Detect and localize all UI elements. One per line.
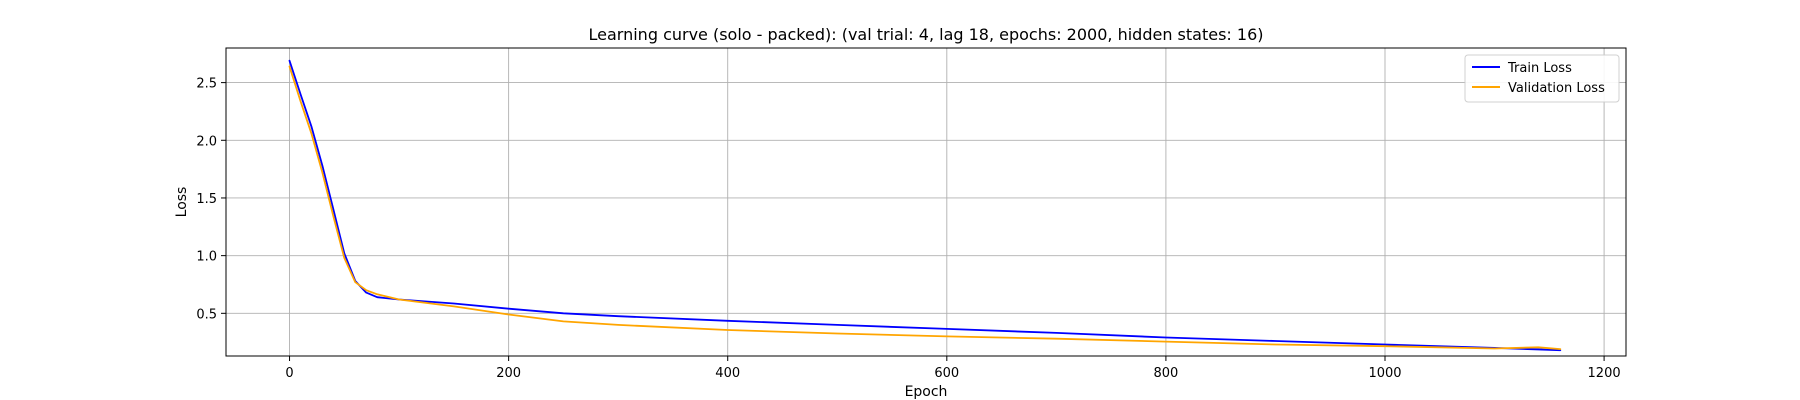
series-line-train-loss — [288, 59, 1562, 352]
chart-title: Learning curve (solo - packed): (val tri… — [589, 25, 1264, 44]
y-axis-label: Loss — [174, 187, 190, 218]
x-tick-label: 400 — [715, 366, 740, 381]
y-tick-label: 0.5 — [196, 307, 217, 322]
legend-box — [1464, 54, 1620, 103]
series-lines — [288, 59, 1562, 352]
y-tick-label: 1.5 — [196, 192, 217, 207]
x-tick-label: 1000 — [1368, 366, 1401, 381]
x-tick-label: 600 — [934, 366, 959, 381]
y-tick-label: 2.0 — [196, 134, 217, 149]
x-axis-label: Epoch — [905, 384, 948, 400]
grid-lines — [226, 48, 1626, 356]
legend: Train Loss Validation Loss — [1464, 54, 1620, 103]
plot-frame — [225, 47, 1627, 357]
x-tick-label: 800 — [1153, 366, 1178, 381]
y-tick-label: 1.0 — [196, 250, 217, 265]
series-line-validation-loss — [288, 65, 1562, 351]
x-tick-label: 200 — [496, 366, 521, 381]
x-tick-label: 1200 — [1588, 366, 1621, 381]
x-tick-label: 0 — [285, 366, 293, 381]
legend-label-validation-loss: Validation Loss — [1508, 81, 1605, 96]
y-tick-label: 2.5 — [196, 77, 217, 92]
x-axis-ticks: 0 200 400 600 800 1000 1200 — [285, 356, 1621, 381]
legend-label-train-loss: Train Loss — [1507, 61, 1572, 76]
y-axis-ticks: 0.5 1.0 1.5 2.0 2.5 — [196, 77, 226, 322]
